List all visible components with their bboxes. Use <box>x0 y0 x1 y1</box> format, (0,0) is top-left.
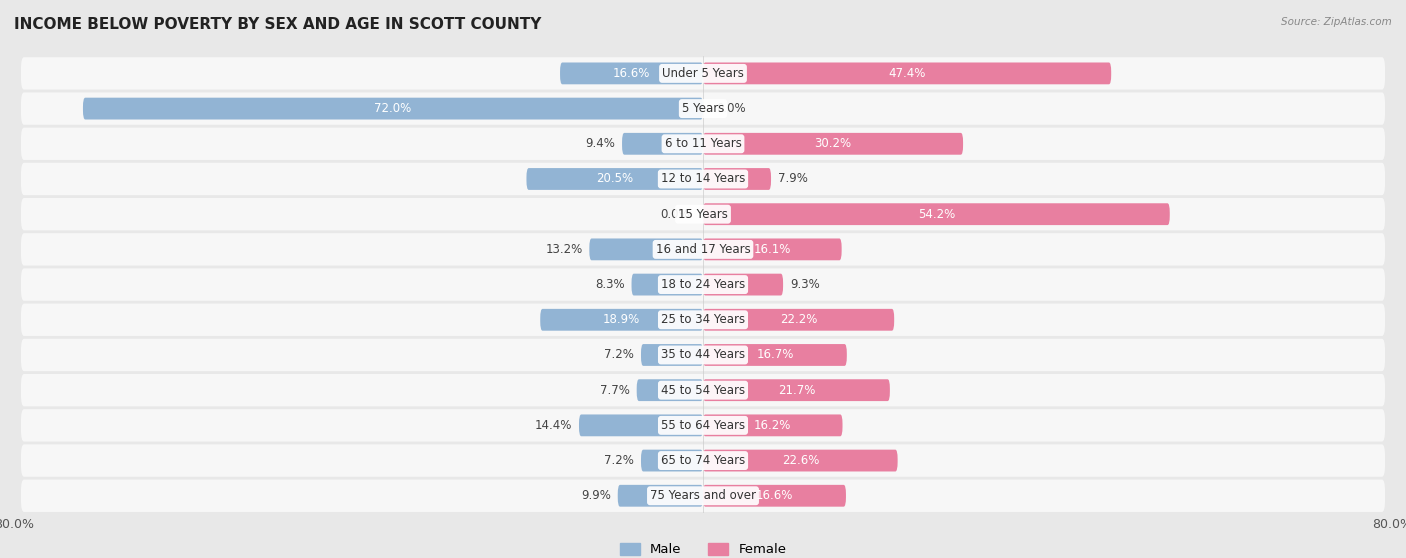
Text: 5 Years: 5 Years <box>682 102 724 115</box>
FancyBboxPatch shape <box>21 444 1385 477</box>
Text: 30.2%: 30.2% <box>814 137 852 150</box>
Text: 25 to 34 Years: 25 to 34 Years <box>661 313 745 326</box>
Text: 20.5%: 20.5% <box>596 172 633 185</box>
Text: 22.2%: 22.2% <box>780 313 817 326</box>
Text: 16.6%: 16.6% <box>756 489 793 502</box>
FancyBboxPatch shape <box>703 168 770 190</box>
FancyBboxPatch shape <box>21 128 1385 160</box>
FancyBboxPatch shape <box>703 309 894 331</box>
FancyBboxPatch shape <box>526 168 703 190</box>
Text: 35 to 44 Years: 35 to 44 Years <box>661 349 745 362</box>
Text: 15 Years: 15 Years <box>678 208 728 220</box>
FancyBboxPatch shape <box>703 62 1111 84</box>
Text: 54.2%: 54.2% <box>918 208 955 220</box>
Text: 0.0%: 0.0% <box>716 102 745 115</box>
Text: 55 to 64 Years: 55 to 64 Years <box>661 419 745 432</box>
FancyBboxPatch shape <box>21 93 1385 125</box>
Text: 75 Years and over: 75 Years and over <box>650 489 756 502</box>
FancyBboxPatch shape <box>617 485 703 507</box>
Text: Under 5 Years: Under 5 Years <box>662 67 744 80</box>
FancyBboxPatch shape <box>21 374 1385 406</box>
FancyBboxPatch shape <box>560 62 703 84</box>
FancyBboxPatch shape <box>589 238 703 260</box>
Text: 14.4%: 14.4% <box>534 419 572 432</box>
FancyBboxPatch shape <box>21 233 1385 266</box>
Text: 45 to 54 Years: 45 to 54 Years <box>661 384 745 397</box>
FancyBboxPatch shape <box>703 344 846 366</box>
FancyBboxPatch shape <box>637 379 703 401</box>
Text: 16.7%: 16.7% <box>756 349 793 362</box>
Text: 16.6%: 16.6% <box>613 67 650 80</box>
FancyBboxPatch shape <box>641 344 703 366</box>
Text: 6 to 11 Years: 6 to 11 Years <box>665 137 741 150</box>
Text: 8.3%: 8.3% <box>595 278 624 291</box>
Text: Source: ZipAtlas.com: Source: ZipAtlas.com <box>1281 17 1392 27</box>
Legend: Male, Female: Male, Female <box>614 538 792 558</box>
Text: 16 and 17 Years: 16 and 17 Years <box>655 243 751 256</box>
FancyBboxPatch shape <box>21 198 1385 230</box>
FancyBboxPatch shape <box>21 339 1385 371</box>
Text: 47.4%: 47.4% <box>889 67 925 80</box>
Text: INCOME BELOW POVERTY BY SEX AND AGE IN SCOTT COUNTY: INCOME BELOW POVERTY BY SEX AND AGE IN S… <box>14 17 541 32</box>
Text: 65 to 74 Years: 65 to 74 Years <box>661 454 745 467</box>
FancyBboxPatch shape <box>579 415 703 436</box>
Text: 9.4%: 9.4% <box>585 137 616 150</box>
Text: 16.2%: 16.2% <box>754 419 792 432</box>
Text: 12 to 14 Years: 12 to 14 Years <box>661 172 745 185</box>
Text: 13.2%: 13.2% <box>546 243 582 256</box>
Text: 7.2%: 7.2% <box>605 454 634 467</box>
Text: 7.2%: 7.2% <box>605 349 634 362</box>
FancyBboxPatch shape <box>703 450 897 472</box>
FancyBboxPatch shape <box>703 485 846 507</box>
FancyBboxPatch shape <box>21 409 1385 441</box>
FancyBboxPatch shape <box>703 133 963 155</box>
FancyBboxPatch shape <box>21 479 1385 512</box>
FancyBboxPatch shape <box>540 309 703 331</box>
FancyBboxPatch shape <box>83 98 703 119</box>
FancyBboxPatch shape <box>21 57 1385 90</box>
FancyBboxPatch shape <box>703 273 783 296</box>
Text: 9.9%: 9.9% <box>581 489 610 502</box>
FancyBboxPatch shape <box>21 304 1385 336</box>
FancyBboxPatch shape <box>631 273 703 296</box>
Text: 16.1%: 16.1% <box>754 243 792 256</box>
FancyBboxPatch shape <box>641 450 703 472</box>
FancyBboxPatch shape <box>703 238 842 260</box>
FancyBboxPatch shape <box>703 379 890 401</box>
Text: 9.3%: 9.3% <box>790 278 820 291</box>
Text: 21.7%: 21.7% <box>778 384 815 397</box>
Text: 7.9%: 7.9% <box>778 172 808 185</box>
Text: 18 to 24 Years: 18 to 24 Years <box>661 278 745 291</box>
Text: 7.7%: 7.7% <box>600 384 630 397</box>
FancyBboxPatch shape <box>621 133 703 155</box>
FancyBboxPatch shape <box>21 163 1385 195</box>
FancyBboxPatch shape <box>21 268 1385 301</box>
FancyBboxPatch shape <box>703 415 842 436</box>
Text: 18.9%: 18.9% <box>603 313 640 326</box>
Text: 72.0%: 72.0% <box>374 102 412 115</box>
FancyBboxPatch shape <box>703 203 1170 225</box>
Text: 22.6%: 22.6% <box>782 454 820 467</box>
Text: 0.0%: 0.0% <box>661 208 690 220</box>
